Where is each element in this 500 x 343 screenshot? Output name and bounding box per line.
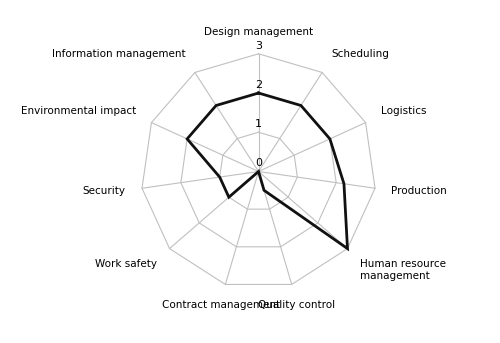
Text: Environmental impact: Environmental impact [21,106,136,116]
Text: Production: Production [392,186,447,196]
Text: 3: 3 [255,41,262,51]
Text: Human resource
management: Human resource management [360,259,446,281]
Text: 2: 2 [255,80,262,90]
Text: 1: 1 [255,119,262,129]
Text: Contract management: Contract management [162,300,280,310]
Text: Design management: Design management [204,27,313,37]
Text: Quality control: Quality control [258,300,335,310]
Text: Logistics: Logistics [380,106,426,116]
Text: 0: 0 [255,158,262,168]
Text: Information management: Information management [52,49,186,59]
Text: Security: Security [82,186,126,196]
Text: Scheduling: Scheduling [331,49,389,59]
Text: Work safety: Work safety [95,259,157,269]
